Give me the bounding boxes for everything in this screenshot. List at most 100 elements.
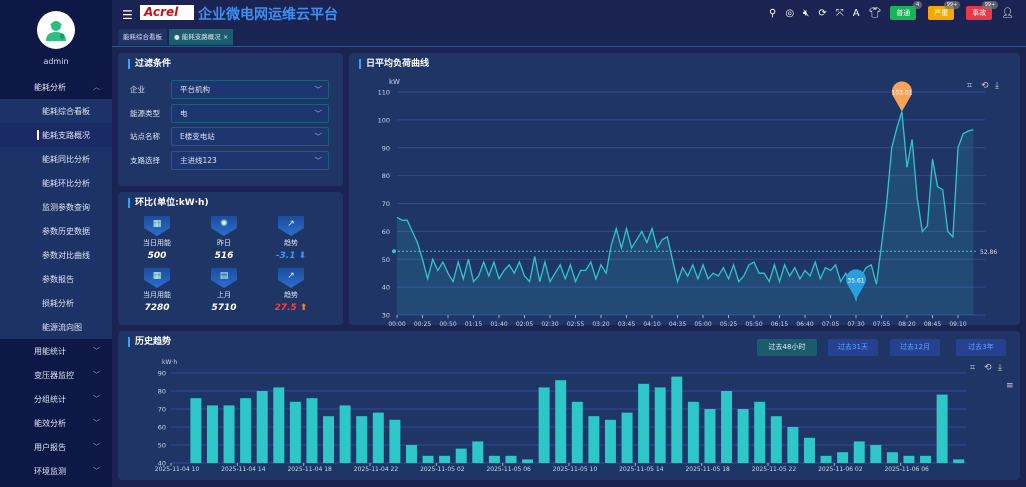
zoom-icon[interactable]: ⌗ [970, 363, 976, 373]
panel-title: 日平均负荷曲线 [359, 59, 429, 69]
stat-icon: ↗ [278, 268, 304, 288]
y-tick-label: 30 [382, 312, 390, 320]
sidebar-group[interactable]: 用能统计 ﹀ [0, 339, 112, 363]
sidebar-item[interactable]: 监测参数查询 [0, 195, 112, 219]
search-icon[interactable]: ⚲ [768, 7, 777, 19]
range-button[interactable]: 过去48小时 [757, 339, 817, 356]
x-tick-label: 2025-11-05 18 [685, 466, 730, 473]
range-button[interactable]: 过去31天 [828, 339, 878, 356]
alarm-group: 普通 4 严重 99+ 事故 99+ [890, 1, 999, 20]
data-view-icon[interactable]: ≡ [1006, 381, 1014, 391]
filter-select[interactable]: 平台机构 ﹀ [171, 80, 329, 99]
value-text: 5710 [211, 303, 237, 313]
stat-icon: ▦ [144, 216, 170, 236]
stat-value: 7280 [122, 303, 192, 313]
font-size-icon[interactable]: A [852, 7, 860, 19]
bar [687, 401, 699, 463]
sidebar-item[interactable]: 能耗环比分析 [0, 171, 112, 195]
refresh-icon[interactable]: ⟳ [818, 7, 827, 19]
alarm-label: 普通 [896, 9, 911, 17]
bar [206, 405, 218, 463]
sidebar-item[interactable]: 能耗综合看板 [0, 99, 112, 123]
tab-bar: 能耗综合看板 ● 能耗支路概况 × [112, 29, 1026, 47]
filter-select[interactable]: 电 ﹀ [171, 103, 329, 123]
mute-icon[interactable]: 🔇︎ [803, 7, 810, 19]
stat-label: 昨日 [217, 239, 231, 247]
bar [356, 416, 368, 463]
x-tick-label: 06:15 [771, 321, 788, 328]
filter-label: 企业 [130, 85, 145, 94]
chevron-down-icon: ﹀ [93, 443, 100, 451]
filter-select[interactable]: E楼变电站 ﹀ [171, 127, 329, 146]
sidebar-group[interactable]: 能效分析 ﹀ [0, 411, 112, 435]
y-tick-label: 40 [382, 284, 390, 292]
zoom-reset-icon[interactable]: ⟲ [984, 363, 992, 373]
sidebar-item[interactable]: 能耗支路概况 [0, 123, 112, 147]
filter-select[interactable]: 主进线123 ﹀ [171, 150, 329, 170]
sidebar-group[interactable]: 变压器监控 ﹀ [0, 363, 112, 387]
avatar[interactable] [37, 11, 75, 49]
sidebar-group-energy-analysis[interactable]: 能耗分析 ︿ [0, 75, 112, 99]
stat-icon: ✺ [211, 216, 237, 236]
range-button[interactable]: 过去12月 [890, 339, 940, 356]
alarm-button[interactable]: 严重 99+ [928, 1, 961, 20]
bar [472, 441, 484, 463]
sidebar-group[interactable]: 用户报告 ﹀ [0, 435, 112, 459]
alarm-button[interactable]: 事故 99+ [966, 1, 999, 20]
load-line [396, 111, 974, 302]
panel-title: 历史趋势 [128, 337, 171, 347]
chevron-down-icon: ﹀ [93, 347, 100, 355]
y-tick-label: 70 [158, 406, 166, 414]
tab-branch-overview[interactable]: ● 能耗支路概况 × [169, 29, 234, 45]
theme-shirt-icon[interactable]: 👕︎ [868, 7, 882, 19]
bar [920, 455, 932, 463]
download-icon[interactable]: ⤓ [998, 363, 1002, 373]
sidebar-item[interactable]: 能源流向图 [0, 315, 112, 339]
bar [223, 405, 235, 463]
bar [721, 391, 733, 463]
tab-energy-dashboard[interactable]: 能耗综合看板 [118, 29, 167, 45]
sidebar-item[interactable]: 参数历史数据 [0, 219, 112, 243]
sidebar-group[interactable]: 分组统计 ﹀ [0, 387, 112, 411]
y-tick-label: 50 [382, 256, 390, 264]
ratio-stat: ✺ 昨日 516 [189, 216, 259, 261]
ratio-stat: ▦ 当月用能 7280 [122, 268, 192, 313]
sidebar-item[interactable]: 损耗分析 [0, 291, 112, 315]
sidebar-item[interactable]: 能耗同比分析 [0, 147, 112, 171]
x-tick-label: 07:55 [873, 321, 890, 328]
close-icon[interactable]: × [222, 33, 229, 41]
sidebar-group[interactable]: 环境监测 ﹀ [0, 459, 112, 483]
x-tick-label: 00:00 [388, 321, 405, 328]
x-tick-label: 2025-11-05 10 [553, 466, 598, 473]
fullscreen-icon[interactable]: ⤧ [835, 7, 844, 19]
group-label: 用户报告 [34, 442, 66, 452]
group-label: 能效分析 [34, 418, 66, 428]
bar [256, 391, 268, 463]
y-axis-unit: kW·h [162, 359, 177, 366]
ratio-stat: ↗ 趋势 -3.1 ⬇ [256, 216, 326, 261]
bar [903, 455, 915, 463]
bar [372, 412, 384, 463]
sidebar-item[interactable]: 参数报告 [0, 267, 112, 291]
y-tick-label: 90 [382, 144, 390, 152]
user-icon[interactable]: 👤︎ [1001, 7, 1014, 19]
x-tick-label: 2025-11-05 22 [752, 466, 797, 473]
x-tick-label: 04:35 [669, 321, 686, 328]
range-button[interactable]: 过去3年 [956, 339, 1006, 356]
bar [638, 383, 650, 463]
zoom-icon[interactable]: ⌗ [967, 81, 973, 91]
min-marker-label: 35.61 [847, 277, 864, 284]
item-label: 能源流向图 [42, 322, 82, 332]
alarm-button[interactable]: 普通 4 [890, 1, 923, 20]
sidebar-groups: 用能统计 ﹀ 变压器监控 ﹀ 分组统计 ﹀ 能效分析 ﹀ 用户报告 ﹀ 环境监测 ﹀ [0, 339, 112, 483]
zoom-reset-icon[interactable]: ⟲ [981, 81, 989, 91]
bar [837, 452, 849, 463]
x-tick-label: 07:05 [822, 321, 839, 328]
help-icon[interactable]: ◎ [785, 7, 795, 19]
x-tick-label: 07:30 [847, 321, 864, 328]
download-icon[interactable]: ⤓ [995, 81, 999, 91]
menu-toggle-icon[interactable]: ☰ [122, 8, 133, 22]
sidebar-item[interactable]: 参数对比曲线 [0, 243, 112, 267]
bar [240, 398, 252, 463]
